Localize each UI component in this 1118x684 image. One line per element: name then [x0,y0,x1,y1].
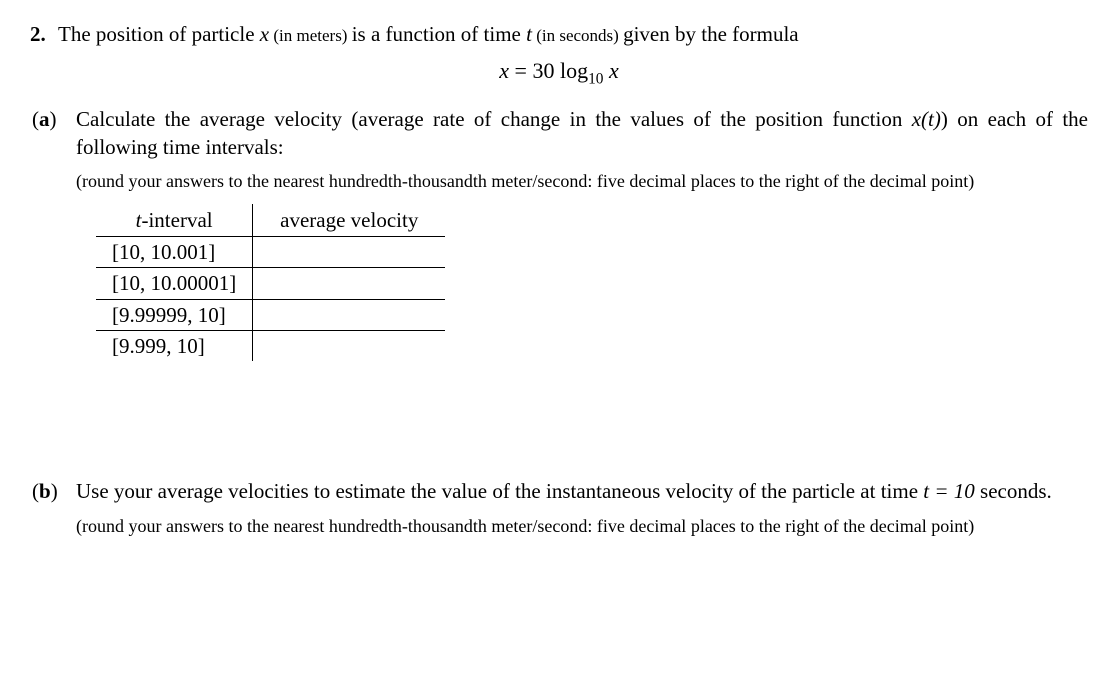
part-b-eq: t = 10 [923,479,975,503]
table-row: [9.99999, 10] [96,299,445,330]
table-row: [9.999, 10] [96,330,445,361]
avg-cell [253,268,446,299]
part-a-fn: x(t) [912,107,941,131]
part-a: (a) Calculate the average velocity (aver… [30,105,1088,362]
intro-units-seconds: (in seconds) [532,26,623,45]
part-a-note: (round your answers to the nearest hundr… [76,169,1088,193]
table-header-row: t-interval average velocity [96,204,445,237]
formula-sub: 10 [588,71,603,88]
formula-coef: 30 [532,58,554,83]
part-b-note: (round your answers to the nearest hundr… [76,514,1088,538]
col-header-interval: t-interval [96,204,253,237]
part-a-text-1: Calculate the average velocity (average … [76,107,912,131]
part-a-label: (a) [30,105,76,133]
col1-rest: -interval [141,208,212,232]
formula-log: log [554,58,588,83]
avg-cell [253,236,446,267]
interval-cell: [9.99999, 10] [96,299,253,330]
part-b-text-2: seconds. [975,479,1052,503]
interval-cell: [10, 10.001] [96,236,253,267]
page: 2. The position of particle x (in meters… [0,0,1118,684]
problem-intro: The position of particle x (in meters) i… [58,20,1088,48]
formula-eq: = [509,58,532,83]
spacer [30,361,1088,471]
intro-units-meters: (in meters) [269,26,352,45]
intro-suffix: given by the formula [623,22,799,46]
formula: x = 30 log10 x [30,56,1088,90]
formula-arg: x [603,58,618,83]
avg-cell [253,299,446,330]
interval-cell: [9.999, 10] [96,330,253,361]
part-b-label: (b) [30,477,76,505]
part-b-text-1: Use your average velocities to estimate … [76,479,923,503]
intro-mid: is a function of time [352,22,526,46]
table-row: [10, 10.001] [96,236,445,267]
problem-number: 2. [30,20,58,48]
intro-var-x: x [260,22,269,46]
interval-cell: [10, 10.00001] [96,268,253,299]
problem-heading: 2. The position of particle x (in meters… [30,20,1088,48]
part-a-body: Calculate the average velocity (average … [76,105,1088,362]
formula-lhs: x [499,58,509,83]
table-row: [10, 10.00001] [96,268,445,299]
avg-cell [253,330,446,361]
part-b: (b) Use your average velocities to estim… [30,477,1088,538]
col-header-avg: average velocity [253,204,446,237]
part-b-body: Use your average velocities to estimate … [76,477,1088,538]
intro-prefix: The position of particle [58,22,260,46]
intervals-table: t-interval average velocity [10, 10.001]… [96,204,445,362]
